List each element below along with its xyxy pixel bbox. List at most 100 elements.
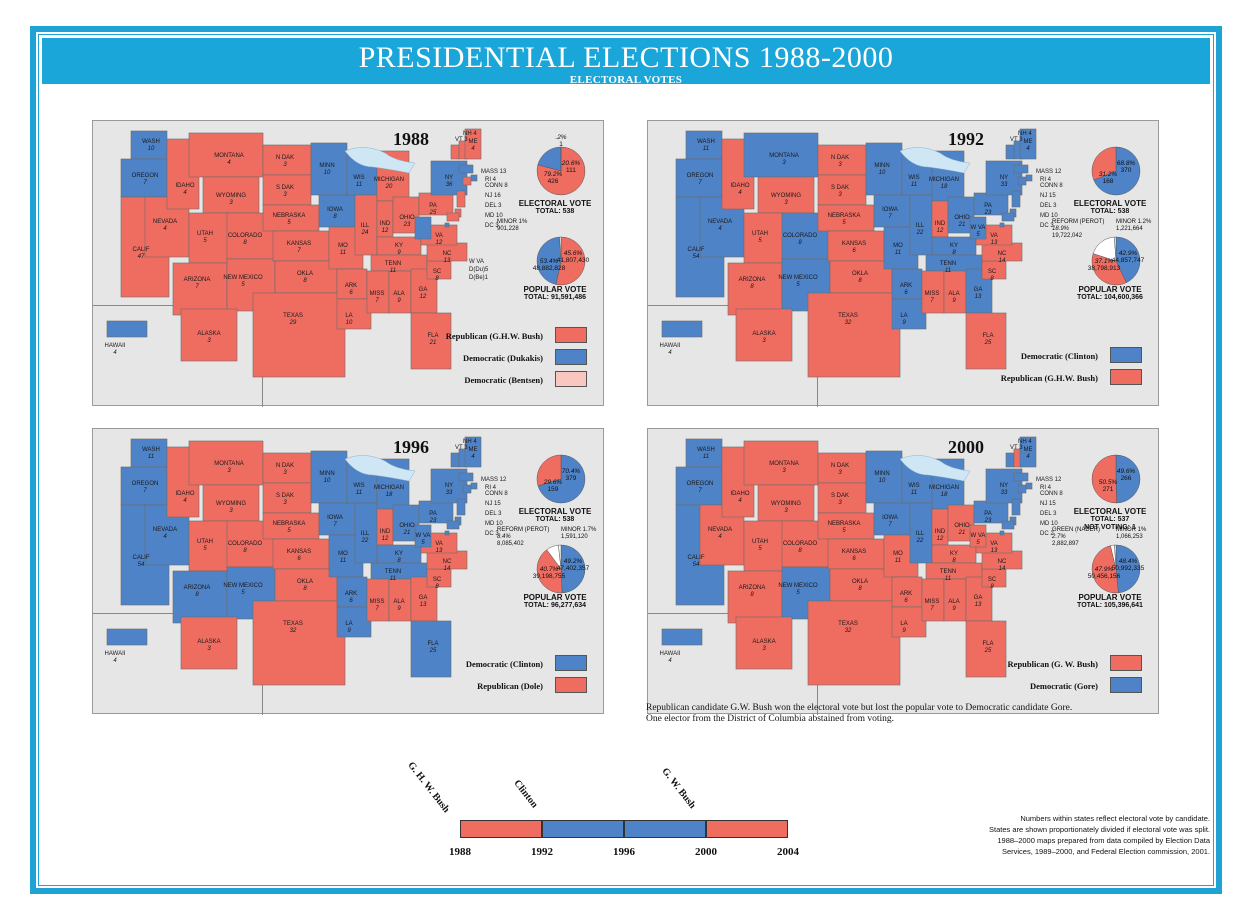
state-label-ok: OKLA bbox=[297, 271, 313, 277]
electoral-pie-label: 111 bbox=[566, 167, 576, 174]
state-ut bbox=[743, 520, 785, 572]
state-label-ms: MISS bbox=[925, 291, 940, 297]
great-lakes bbox=[344, 147, 416, 174]
state-label-ri: RI 4 bbox=[485, 485, 497, 491]
state-label-ak: ALASKA bbox=[752, 639, 775, 645]
election-panel-1996: 1996 WASH 11 OREGON 7 CALIF 54 NEVADA 4 IDAHO 4 MON… bbox=[92, 428, 605, 715]
state-label-wy: WYOMING bbox=[771, 193, 801, 199]
state-fl bbox=[965, 312, 1007, 370]
state-ev-ut: 5 bbox=[758, 238, 762, 244]
third-party-note: REFORM (PEROT) bbox=[497, 527, 550, 533]
state-ev-va: 13 bbox=[436, 548, 443, 554]
state-label-in: IND bbox=[380, 529, 391, 535]
popular-pie-slice bbox=[559, 236, 562, 262]
state-az bbox=[172, 570, 228, 624]
popular-vote-total: TOTAL: 91,591,486 bbox=[524, 294, 586, 301]
state-label-id: IDAHO bbox=[175, 183, 194, 189]
state-ev-or: 7 bbox=[698, 488, 702, 494]
us-map: WASH11OREGON7CALIF54NEVADA4IDAHO4MONTANA… bbox=[660, 128, 1145, 378]
state-ev-ny: 33 bbox=[446, 490, 453, 496]
state-label-mo: MO bbox=[893, 243, 903, 249]
state-label-tn: TENN bbox=[385, 569, 401, 575]
state-label-wy: WYOMING bbox=[771, 501, 801, 507]
state-label-hi: HAWAII bbox=[660, 343, 681, 349]
popular-pie-slice bbox=[560, 544, 586, 594]
state-label-wy: WYOMING bbox=[216, 193, 246, 199]
state-me bbox=[1019, 436, 1037, 468]
state-label-va: VA bbox=[990, 233, 998, 239]
state-mn bbox=[310, 450, 348, 504]
state-or bbox=[675, 466, 723, 506]
legend-swatch bbox=[555, 371, 587, 387]
state-ev-tn: 11 bbox=[945, 268, 951, 274]
state-wa bbox=[685, 438, 723, 468]
us-map: WASH11OREGON7CALIF54NEVADA4IDAHO4MONTANA… bbox=[660, 436, 1145, 686]
state-ev-mn: 10 bbox=[324, 478, 331, 484]
vote-stats: ELECTORAL VOTE TOTAL: 538 POPULAR VOTE TOTA… bbox=[505, 429, 605, 715]
state-ev-mo: 11 bbox=[895, 558, 901, 564]
electoral-pie-slice bbox=[1091, 454, 1117, 504]
state-ev-nc: 14 bbox=[999, 258, 1006, 264]
state-ev-nd: 3 bbox=[283, 162, 287, 168]
state-ev-mt: 3 bbox=[227, 468, 231, 474]
state-label-wy: WYOMING bbox=[216, 501, 246, 507]
state-dc bbox=[999, 530, 1005, 536]
state-label-ga: GA bbox=[974, 287, 983, 293]
state-ri bbox=[470, 174, 478, 182]
state-dc bbox=[444, 530, 450, 536]
popular-pie-label: 40.7% bbox=[540, 566, 559, 573]
state-label-nd: N DAK bbox=[276, 463, 294, 469]
state-label-ar: ARK bbox=[900, 283, 912, 289]
state-fl bbox=[410, 620, 452, 678]
state-label-wi: WIS bbox=[908, 175, 919, 181]
state-label-ct: CONN 8 bbox=[1040, 491, 1063, 497]
state-label-ny: NY bbox=[1000, 483, 1008, 489]
state-label-tn: TENN bbox=[940, 261, 956, 267]
popular-pie-label: 48,882,828 bbox=[533, 265, 566, 272]
state-ev-mi: 20 bbox=[385, 184, 393, 190]
state-label-de: DEL 3 bbox=[1040, 203, 1057, 209]
legend-item: Democratic (Bentsen) bbox=[377, 371, 587, 391]
state-wv bbox=[414, 216, 432, 240]
map-legend: Democratic (Clinton) Republican (Dole) bbox=[377, 655, 587, 699]
state-label-sc: SC bbox=[988, 269, 997, 275]
state-label-nj: NJ 15 bbox=[1040, 501, 1056, 507]
us-map: WASH11OREGON7CALIF54NEVADA4IDAHO4MONTANA… bbox=[105, 436, 590, 686]
popular-pie-slice bbox=[536, 549, 563, 594]
state-ev-tn: 11 bbox=[390, 576, 396, 582]
state-label-co: COLORADO bbox=[783, 233, 818, 239]
state-ev-wi: 11 bbox=[911, 490, 917, 496]
state-label-mi: MICHIGAN bbox=[374, 177, 404, 183]
state-ev-wi: 11 bbox=[911, 182, 917, 188]
electoral-pie-label: .2% bbox=[555, 134, 566, 141]
state-ev-or: 7 bbox=[698, 180, 702, 186]
state-ct bbox=[462, 176, 472, 186]
state-ri bbox=[470, 482, 478, 490]
electoral-pie-label: 271 bbox=[1103, 486, 1114, 493]
state-ev-wa: 11 bbox=[703, 454, 709, 460]
state-ev-az: 8 bbox=[750, 592, 754, 598]
timeline-segment bbox=[624, 820, 706, 838]
state-label-or: OREGON bbox=[687, 481, 714, 487]
state-label-pa: PA bbox=[984, 203, 992, 209]
state-ev-in: 12 bbox=[937, 228, 944, 234]
popular-vote-label: POPULAR VOTE bbox=[1078, 285, 1142, 294]
state-label-fl: FLA bbox=[982, 641, 993, 647]
state-label-me: ME bbox=[469, 139, 478, 145]
state-ri bbox=[1025, 482, 1033, 490]
legend-label: Democratic (Bentsen) bbox=[464, 375, 543, 385]
state-label-or: OREGON bbox=[132, 481, 159, 487]
state-label-ga: GA bbox=[419, 287, 428, 293]
electoral-vote-label: ELECTORAL VOTE bbox=[1073, 199, 1147, 208]
state-ev-ok: 8 bbox=[858, 586, 862, 592]
state-label-co: COLORADO bbox=[228, 541, 263, 547]
state-ev-ms: 7 bbox=[930, 298, 934, 304]
state-label-mn: MINN bbox=[874, 471, 889, 477]
popular-vote-total: TOTAL: 105,396,641 bbox=[1077, 602, 1143, 609]
third-party-note: GREEN (NADER) bbox=[1052, 527, 1101, 533]
state-ev-mt: 3 bbox=[782, 468, 786, 474]
state-ev-mo: 11 bbox=[895, 250, 901, 256]
state-ut bbox=[743, 212, 785, 264]
state-label-ca: CALIF bbox=[132, 555, 149, 561]
state-label-wa: WASH bbox=[142, 139, 160, 145]
